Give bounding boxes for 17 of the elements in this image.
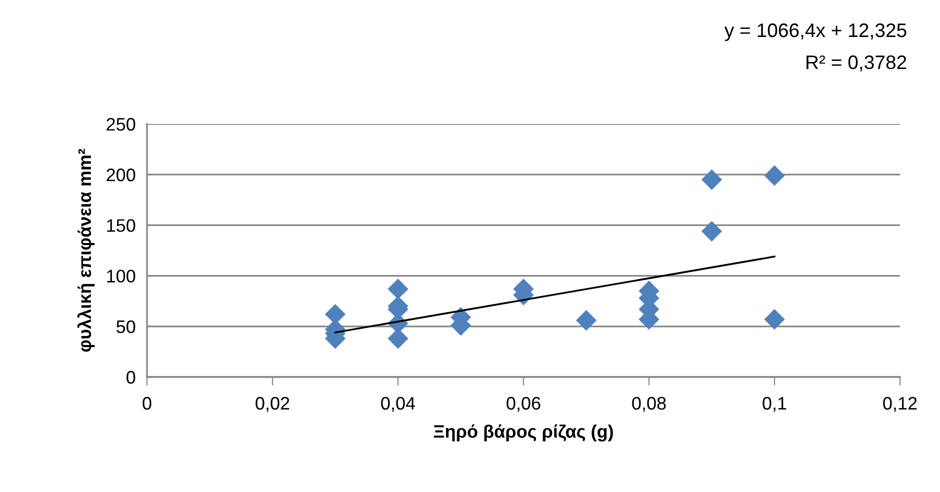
- x-tick-label: 0,02: [256, 396, 290, 412]
- x-tick-label: 0,1: [762, 396, 786, 412]
- y-tick-label: 200: [106, 168, 136, 182]
- x-tick-label: 0: [142, 396, 152, 410]
- x-tick-label: 0,04: [381, 396, 416, 412]
- text: R² = 0,3782: [806, 55, 906, 72]
- y-axis-title: φυλλική επιφάνεια mm²: [77, 148, 95, 352]
- y-tick-label: 0: [126, 370, 136, 384]
- y-tick-label: 250: [106, 118, 136, 131]
- x-tick-label: 0,06: [506, 396, 540, 412]
- x-tick-label: 0,12: [883, 396, 917, 412]
- y-tick-label: 100: [107, 270, 136, 283]
- y-tick-label: 50: [116, 320, 136, 334]
- x-tick-label: 0,08: [632, 396, 666, 412]
- x-axis-title: Ξηρό βάρος ρίζας (g): [434, 424, 613, 442]
- text: y = 1066,4x + 12,325: [724, 23, 906, 42]
- y-tick-label: 150: [107, 219, 136, 232]
